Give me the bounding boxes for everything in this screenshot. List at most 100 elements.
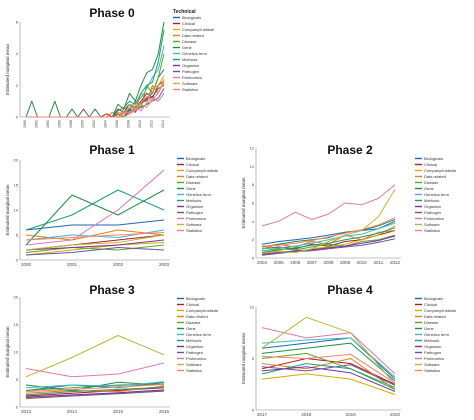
chart-phase-1: Phase 1 Estimated marginal mean 0 5 10 15 20 20… (5, 143, 219, 267)
legend-entry: Proteomics (424, 216, 444, 221)
x-tick-label: 2019 (346, 412, 357, 417)
x-tick-label: 2010 (357, 260, 368, 265)
x-tick-label: 2006 (115, 120, 119, 128)
legend-entry: Pathogen (424, 210, 441, 215)
legend-entry: Clinical (424, 162, 437, 167)
legend-entry: Clinical (186, 302, 199, 307)
legend-entry: Methods (424, 198, 439, 203)
legend-entry: Software (186, 222, 203, 227)
y-axis-label: Estimated marginal mean (241, 332, 246, 384)
y-tick-label: 15 (14, 322, 19, 327)
legend-entry: Genetics term (186, 332, 212, 337)
x-tick-label: 1994 (46, 120, 50, 128)
chart-title: Phase 3 (89, 283, 135, 297)
series-line-disease (25, 244, 165, 253)
legend-entry: Proteomics (424, 356, 444, 361)
legend-entry: Proteomics (182, 75, 202, 80)
series-line-company-institute (261, 373, 396, 396)
x-tick-label: 2010 (138, 120, 142, 128)
legend-entry: Organism (182, 63, 200, 68)
legend-entry: Data related (186, 314, 208, 319)
legend-entry: Organism (424, 344, 442, 349)
legend-entry: Statistics (424, 368, 440, 373)
series-line-biologicals (261, 220, 396, 245)
legend-entry: Pathogen (186, 350, 203, 355)
x-tick-label: 2008 (323, 260, 334, 265)
series-line-genetics-term (261, 222, 396, 250)
series-line-company-institute (25, 242, 165, 256)
series-line-company-institute (261, 225, 396, 254)
legend-entry: Company/Institute (424, 308, 457, 313)
legend: BiologicalsClinicalCompany/InstituteData… (177, 296, 219, 373)
chart-phase-2: Phase 2 Estimated marginal mean 0 2 4 6 8 10 12 2… (241, 143, 457, 265)
legend-entry: Pathogen (182, 69, 199, 74)
legend-entry: Organism (186, 344, 204, 349)
series-line-statistics (25, 383, 165, 393)
legend-entry: Gene (424, 326, 435, 331)
x-tick-label: 2016 (159, 409, 170, 414)
legend-entry: Disease (424, 320, 439, 325)
legend-entry: Gene (186, 186, 197, 191)
chart-title: Phase 1 (89, 143, 135, 157)
legend-entry: Company/Institute (186, 308, 219, 313)
y-tick-label: 0 (252, 256, 255, 261)
chart-phase-4: Phase 4 Estimated marginal mean 0 5 10 2017 20… (241, 283, 457, 417)
legend-title: Technical (173, 9, 196, 15)
legend-entry: Methods (182, 57, 197, 62)
y-tick-label: 5 (252, 356, 255, 361)
x-tick-label: 1992 (35, 120, 39, 128)
x-tick-label: 2002 (92, 120, 96, 128)
legend-entry: Disease (186, 320, 201, 325)
chart-title: Phase 0 (89, 6, 135, 20)
y-axis-label: Estimated marginal mean (5, 184, 10, 236)
series-line-biologicals (261, 337, 396, 380)
y-tick-label: 12 (250, 146, 255, 151)
y-tick-label: 6 (16, 20, 19, 25)
y-axis-label: Estimated marginal mean (5, 326, 10, 378)
legend-entry: Company/Institute (182, 27, 215, 32)
x-tick-label: 2009 (340, 260, 351, 265)
legend-entry: Statistics (186, 368, 202, 373)
y-tick-label: 0 (16, 258, 19, 263)
legend-entry: Disease (424, 180, 439, 185)
series-line-pathogen (25, 390, 165, 399)
legend-entry: Disease (182, 39, 197, 44)
series-line-statistics (261, 217, 396, 247)
x-tick-label: 2000 (21, 262, 32, 267)
legend-entry: Clinical (182, 21, 195, 26)
x-tick-label: 2002 (113, 262, 124, 267)
x-tick-label: 2001 (67, 262, 78, 267)
y-tick-label: 5 (16, 233, 19, 238)
y-tick-label: 5 (16, 377, 19, 382)
chart-phase-0: Phase 0 Estimated marginal mean 0 2 4 6 1990 19… (5, 6, 215, 128)
legend-entry: Methods (186, 198, 201, 203)
x-tick-label: 2006 (290, 260, 301, 265)
x-tick-label: 2014 (161, 120, 165, 128)
x-tick-label: 1990 (23, 120, 27, 128)
series-line-organism (25, 239, 165, 251)
legend-entry: Data related (424, 314, 446, 319)
legend-entry: Disease (186, 180, 201, 185)
x-tick-label: 2005 (274, 260, 285, 265)
legend-entry: Genetics term (424, 332, 450, 337)
legend-entry: Genetics term (182, 51, 208, 56)
legend-entry: Gene (182, 45, 193, 50)
y-tick-label: 15 (14, 183, 19, 188)
series-line-software (25, 335, 165, 378)
series-line-software (261, 189, 396, 254)
series-line-proteomics (25, 169, 165, 246)
x-tick-label: 2000 (81, 120, 85, 128)
legend-entry: Software (424, 222, 441, 227)
series-line-pathogen (261, 364, 396, 386)
legend-entry: Methods (424, 338, 439, 343)
series-line-methods (26, 29, 165, 118)
series-line-gene (261, 342, 396, 382)
legend-entry: Software (424, 362, 441, 367)
legend-entry: Pathogen (186, 210, 203, 215)
legend-entry: Genetics term (186, 192, 212, 197)
y-tick-label: 0 (16, 115, 19, 120)
series-line-methods (25, 386, 165, 396)
x-tick-label: 2003 (159, 262, 170, 267)
legend-entry: Company/Institute (186, 168, 219, 173)
y-tick-label: 2 (252, 237, 255, 242)
